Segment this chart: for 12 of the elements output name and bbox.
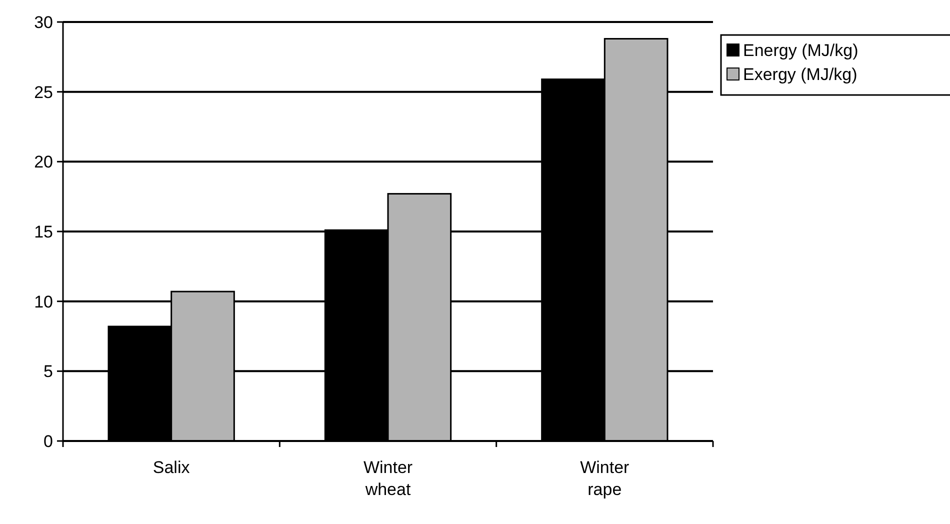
- y-tick-label: 30: [34, 12, 53, 32]
- y-tick-label: 10: [34, 292, 53, 312]
- y-tick-label: 25: [34, 82, 53, 102]
- legend-label: Exergy (MJ/kg): [743, 64, 858, 84]
- x-tick-label: Winter wheat: [363, 458, 413, 499]
- y-tick-label: 0: [44, 432, 53, 451]
- y-tick-label: 15: [34, 222, 53, 242]
- y-tick-label: 5: [44, 362, 53, 382]
- x-tick-label: Salix: [152, 458, 190, 477]
- legend-label: Energy (MJ/kg): [743, 40, 858, 60]
- x-tick-label: Winter rape: [580, 458, 630, 499]
- y-tick-label: 20: [34, 152, 53, 172]
